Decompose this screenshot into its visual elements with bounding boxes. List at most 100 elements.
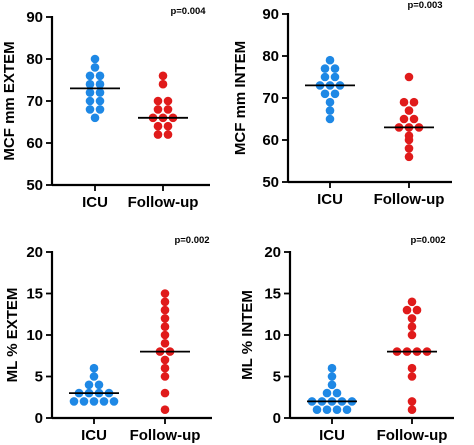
data-point-icu — [94, 380, 104, 390]
data-point-icu — [330, 72, 340, 82]
data-point-icu — [322, 405, 332, 415]
data-point-follow-up — [158, 71, 168, 81]
data-point-icu — [85, 96, 95, 106]
data-point-follow-up — [163, 121, 173, 131]
data-point-follow-up — [407, 314, 417, 323]
data-point-icu — [85, 71, 95, 81]
y-tick-label: 80 — [26, 51, 43, 68]
data-point-icu — [95, 105, 105, 114]
data-point-follow-up — [160, 322, 170, 332]
data-point-icu — [85, 105, 95, 114]
data-point-icu — [95, 88, 105, 97]
data-point-icu — [90, 54, 100, 64]
data-point-icu — [85, 88, 95, 97]
data-point-follow-up — [404, 72, 414, 82]
data-point-follow-up — [160, 305, 170, 315]
data-point-icu — [109, 397, 119, 406]
data-point-follow-up — [407, 405, 417, 415]
data-point-icu — [89, 372, 99, 381]
y-axis-title: ML % EXTEM — [4, 288, 21, 383]
data-point-follow-up — [153, 96, 163, 106]
data-point-follow-up — [160, 405, 170, 415]
y-tick-label: 80 — [262, 48, 279, 65]
data-point-follow-up — [153, 130, 163, 139]
data-point-icu — [322, 388, 332, 398]
data-point-follow-up — [404, 106, 414, 115]
x-category-label: Follow-up — [374, 191, 445, 208]
data-point-follow-up — [160, 355, 170, 365]
data-point-follow-up — [407, 297, 417, 307]
x-category-label: ICU — [81, 427, 107, 444]
y-axis-title: MCF mm INTEM — [232, 41, 249, 155]
data-point-follow-up — [407, 363, 417, 373]
p-value-label: p=0.003 — [407, 0, 442, 11]
p-value-label: p=0.002 — [174, 235, 209, 246]
data-point-icu — [327, 372, 337, 381]
data-point-follow-up — [160, 388, 170, 398]
data-point-icu — [325, 106, 335, 115]
data-point-icu — [320, 64, 330, 73]
y-tick-label: 5 — [35, 369, 43, 386]
data-point-follow-up — [158, 79, 168, 89]
y-tick-label: 0 — [273, 410, 281, 427]
data-point-follow-up — [407, 322, 417, 332]
data-point-follow-up — [163, 130, 173, 139]
data-point-icu — [325, 97, 335, 107]
data-point-follow-up — [409, 97, 419, 107]
x-category-label: ICU — [317, 191, 343, 208]
data-point-icu — [90, 113, 100, 123]
y-axis-title: MCF mm EXTEM — [1, 41, 18, 160]
data-point-follow-up — [160, 330, 170, 340]
data-point-icu — [342, 405, 352, 415]
x-category-label: Follow-up — [130, 427, 201, 444]
data-point-icu — [79, 397, 89, 406]
data-point-icu — [330, 89, 340, 99]
y-tick-label: 20 — [264, 244, 281, 261]
data-point-follow-up — [399, 97, 409, 107]
data-point-follow-up — [160, 297, 170, 307]
x-category-label: ICU — [319, 427, 345, 444]
data-point-icu — [320, 72, 330, 82]
y-tick-label: 5 — [273, 369, 281, 386]
data-point-follow-up — [399, 114, 409, 124]
data-point-icu — [320, 89, 330, 99]
y-tick-label: 20 — [26, 244, 43, 261]
data-point-follow-up — [404, 152, 414, 162]
y-tick-label: 10 — [264, 327, 281, 344]
data-point-icu — [95, 96, 105, 106]
data-point-icu — [69, 397, 79, 406]
y-tick-label: 0 — [35, 410, 43, 427]
p-value-label: p=0.002 — [410, 235, 445, 246]
data-point-icu — [99, 397, 109, 406]
y-tick-label: 50 — [26, 177, 43, 194]
y-tick-label: 70 — [26, 93, 43, 110]
y-tick-label: 15 — [26, 286, 43, 303]
data-point-icu — [90, 63, 100, 72]
data-point-follow-up — [160, 289, 170, 298]
y-tick-label: 15 — [264, 286, 281, 303]
p-value-label: p=0.004 — [170, 6, 206, 17]
y-tick-label: 50 — [262, 174, 279, 191]
x-category-label: Follow-up — [128, 194, 199, 211]
y-axis-title: ML % INTEM — [239, 290, 256, 380]
data-point-icu — [330, 64, 340, 73]
data-point-follow-up — [407, 397, 417, 406]
data-point-icu — [332, 388, 342, 398]
chart-panel-4: 0 5 10 15 20 ICU Follow-up ML % INTEM p=0.002 — [239, 235, 454, 444]
data-point-follow-up — [402, 305, 412, 315]
data-point-icu — [85, 79, 95, 89]
data-point-icu — [332, 405, 342, 415]
y-tick-label: 90 — [262, 6, 279, 23]
data-point-icu — [327, 380, 337, 390]
data-point-follow-up — [409, 114, 419, 124]
data-point-icu — [84, 380, 94, 390]
data-point-icu — [325, 114, 335, 124]
data-point-follow-up — [160, 339, 170, 348]
y-tick-label: 10 — [26, 327, 43, 344]
data-point-follow-up — [160, 363, 170, 373]
x-category-label: Follow-up — [377, 427, 448, 444]
chart-panel-1: 50 60 70 80 90 ICU Follow-up MCF mm EXTEM p=0.00… — [1, 6, 210, 211]
data-point-follow-up — [404, 131, 414, 141]
y-tick-label: 70 — [262, 90, 279, 107]
